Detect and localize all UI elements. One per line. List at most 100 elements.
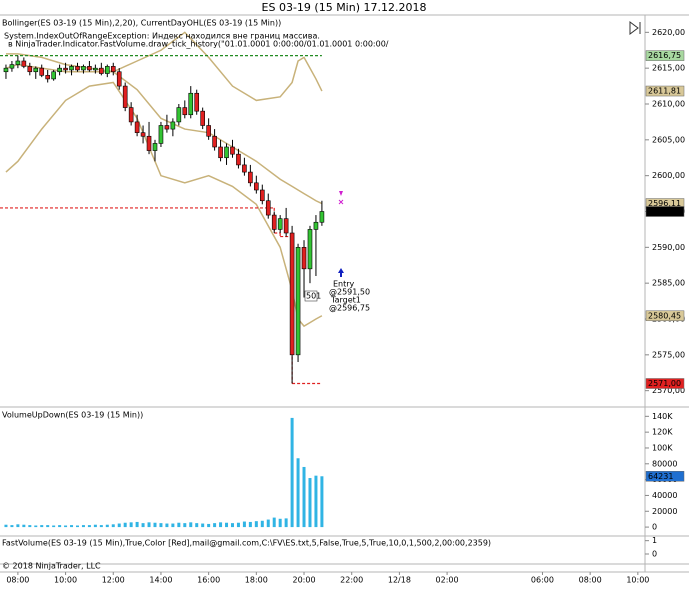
candle-body — [146, 135, 152, 151]
candle-body — [116, 71, 122, 87]
volume-bar — [189, 522, 193, 528]
candle-body — [152, 143, 158, 151]
volume-bar — [58, 525, 62, 528]
order-box — [304, 290, 318, 302]
price-marker-label: 2611,81 — [648, 87, 681, 96]
y-tick-label: 2570,00 — [652, 386, 685, 395]
x-tick-label: 10:00 — [54, 576, 77, 585]
y-tick-label: 20000 — [652, 507, 677, 516]
candle-body — [277, 218, 283, 230]
x-tick-label: 12:00 — [102, 576, 125, 585]
candle-body — [27, 66, 33, 73]
candle-body — [188, 92, 194, 116]
price-marker — [645, 206, 685, 217]
candle-body — [15, 60, 21, 65]
volume-bar — [225, 522, 229, 528]
volume-bar — [46, 525, 50, 528]
volume-bar — [177, 522, 181, 528]
volume-bar — [147, 522, 151, 528]
candle-body — [289, 232, 295, 356]
x-tick-label: 22:00 — [340, 576, 363, 585]
y-tick-label: 2590,00 — [652, 243, 685, 252]
candle-body — [128, 107, 134, 123]
candle-body — [57, 67, 62, 73]
candle-body — [307, 229, 313, 270]
candle-body — [105, 66, 110, 74]
volume-bar — [87, 525, 91, 528]
candle-body — [134, 121, 140, 133]
volume-bar — [308, 478, 312, 528]
candle-body — [3, 67, 9, 73]
volume-bar — [296, 458, 300, 528]
y-tick-label: 2620,00 — [652, 28, 685, 37]
candle-body — [140, 132, 146, 137]
candle-body — [301, 247, 307, 270]
volume-bar — [278, 518, 282, 528]
candle-body — [93, 67, 98, 71]
bollinger-line — [5, 81, 323, 328]
x-tick-label: 20:00 — [292, 576, 315, 585]
volume-bar — [16, 524, 20, 528]
candle-body — [212, 135, 217, 148]
icon-arrow — [629, 21, 639, 35]
entry-arrow — [338, 268, 344, 277]
price-marker — [645, 378, 685, 389]
volume-bar — [242, 521, 246, 528]
y-tick-label: 1 — [652, 536, 657, 545]
y-tick-label: 2585,00 — [652, 279, 685, 288]
y-tick-label: 2600,00 — [652, 171, 685, 180]
volume-bar — [75, 525, 79, 528]
volume-bar — [314, 475, 318, 528]
candle-body — [254, 182, 259, 191]
volume-bar — [34, 525, 38, 528]
price-marker-label: 2616,75 — [648, 51, 681, 60]
scroll-icon[interactable] — [629, 21, 641, 35]
candle-body — [164, 125, 170, 130]
volume-bar — [236, 522, 240, 528]
exit-mark — [338, 199, 344, 205]
volume-bar — [207, 523, 211, 528]
volume-bar — [10, 525, 14, 528]
price-marker-label: 2595,00 — [648, 207, 681, 216]
candle-body — [259, 189, 265, 202]
volume-bar — [195, 523, 199, 528]
volume-bar — [254, 521, 258, 528]
window-title: ES 03-19 (15 Min) 17.12.2018 — [262, 1, 427, 14]
order-annotation: @2596,75 — [329, 304, 370, 313]
y-tick-label: 2615,00 — [652, 64, 685, 73]
order-annotation: Entry — [333, 280, 355, 289]
y-tick-label: 2605,00 — [652, 135, 685, 144]
volume-bar — [105, 524, 109, 528]
price-marker — [645, 310, 685, 322]
y-tick-label: 80000 — [652, 459, 677, 468]
volume-bar — [117, 523, 121, 528]
order-annotation: 501 — [306, 292, 321, 301]
candle-body — [122, 85, 128, 108]
candle-body — [9, 64, 15, 69]
x-tick-label: 10:00 — [626, 576, 649, 585]
volume-bar — [81, 525, 85, 528]
y-tick-label: 140K — [652, 412, 673, 421]
candle-body — [63, 67, 68, 71]
candle-body — [230, 146, 235, 155]
volume-bar — [159, 523, 163, 528]
candle-body — [194, 92, 200, 112]
order-annotation: @2591,50 — [329, 288, 370, 297]
volume-bar — [219, 522, 223, 528]
volume-bar — [248, 521, 252, 528]
volume-bar — [40, 525, 44, 528]
price-marker — [645, 50, 685, 61]
volume-bar — [52, 525, 56, 528]
volume-bar — [165, 523, 169, 528]
candle-body — [39, 67, 45, 76]
order-annotation: Target1 — [330, 296, 361, 305]
volume-bar — [4, 524, 8, 528]
volume-bar — [135, 521, 139, 528]
candle-body — [110, 66, 116, 73]
volume-bar — [64, 525, 68, 528]
candle-body — [242, 164, 247, 173]
volume-bar — [272, 517, 276, 528]
volume-bar — [70, 525, 74, 528]
